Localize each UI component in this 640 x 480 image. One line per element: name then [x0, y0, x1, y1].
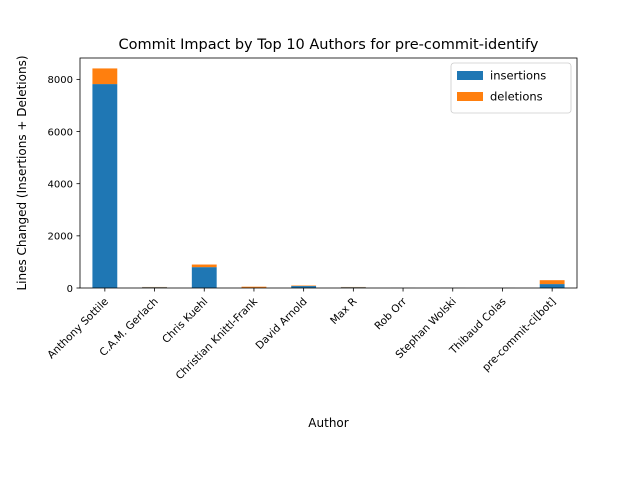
bar-insertions-1	[92, 84, 118, 289]
legend-label-insertions: insertions	[490, 69, 546, 83]
legend: insertions deletions	[450, 62, 572, 114]
y-axis-label: Lines Changed (Insertions + Deletions)	[15, 55, 29, 290]
bars-layer	[92, 68, 565, 289]
y-tick-label: 2000	[48, 232, 73, 243]
legend-swatch-insertions	[457, 71, 483, 80]
plot-area-frame	[79, 57, 578, 289]
y-tick-label: 6000	[48, 127, 73, 138]
y-axis: 0 2000 4000 6000 8000	[48, 75, 80, 295]
bar-deletions-10	[539, 280, 565, 285]
x-axis-label: Author	[308, 416, 348, 430]
y-tick-label: 0	[67, 284, 73, 295]
bar-deletions-1	[92, 68, 118, 85]
bar-insertions-10	[539, 284, 565, 288]
legend-label-deletions: deletions	[490, 90, 543, 104]
y-tick-label: 4000	[48, 179, 73, 190]
y-tick-label: 8000	[48, 75, 73, 86]
bar-deletions-3	[191, 264, 217, 268]
legend-swatch-deletions	[457, 92, 483, 101]
chart-title: Commit Impact by Top 10 Authors for pre-…	[119, 37, 539, 53]
bar-insertions-5	[291, 286, 317, 288]
bar-deletions-4	[241, 286, 267, 288]
bar-deletions-5	[291, 285, 317, 287]
bar-insertions-3	[191, 267, 217, 288]
